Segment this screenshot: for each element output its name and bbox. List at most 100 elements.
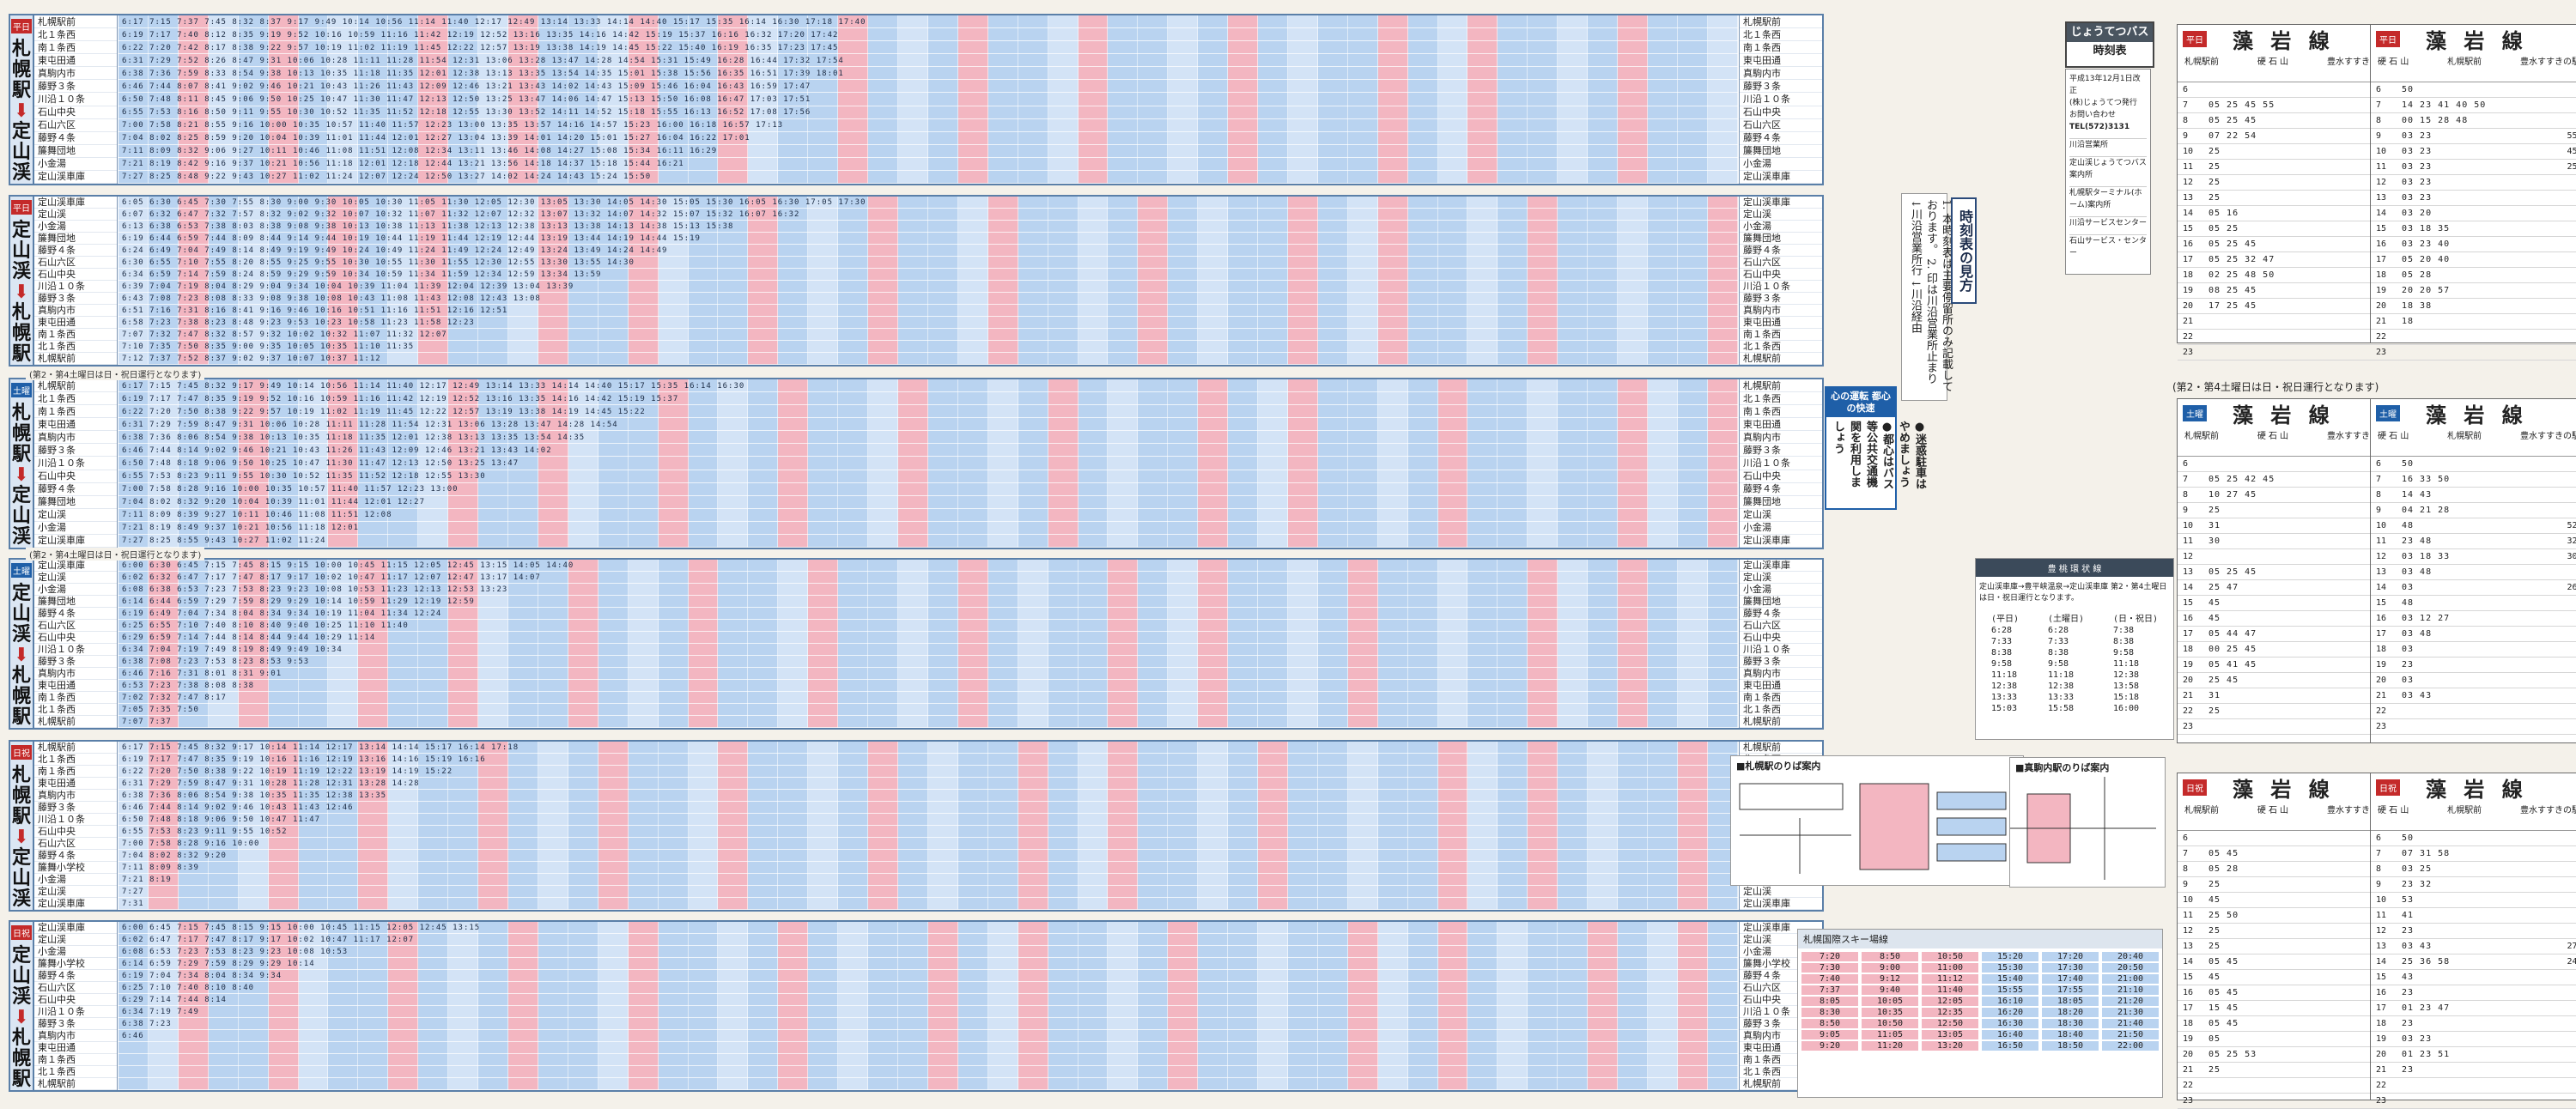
ski-time: 21:50 — [2102, 1030, 2159, 1039]
hour-row: 19 05 — [2178, 1032, 2403, 1047]
route-char: 札 — [11, 38, 31, 60]
ski-time: 15:20 — [1982, 952, 2038, 961]
trip-column — [568, 379, 598, 548]
time-row: 6:51 7:16 7:31 8:16 8:41 9:16 9:46 10:16… — [122, 306, 508, 315]
trip-column — [1677, 560, 1708, 728]
trip-column — [598, 560, 629, 728]
trip-column — [1677, 742, 1708, 910]
trip-column — [628, 742, 659, 910]
trip-column — [1317, 197, 1348, 365]
stop-name: 定山渓 — [34, 886, 117, 898]
trip-column — [1198, 15, 1229, 184]
ski-time: 7:30 — [1801, 963, 1858, 973]
stop-name: 川沿１０条 — [1740, 281, 1822, 293]
time-row: 6:19 7:17 7:40 8:12 8:35 9:19 9:52 10:16… — [122, 30, 839, 39]
hour: 16 — [2183, 614, 2194, 623]
panel-label: 日祝 定山渓⬇札幌駅方面 — [10, 922, 34, 1090]
trip-column — [1528, 197, 1558, 365]
trip-column — [957, 742, 988, 910]
hour: 14 — [2376, 957, 2387, 967]
direction-suffix: 方面 — [12, 909, 31, 910]
hour-row: 7 05 45 — [2178, 846, 2403, 862]
loop-line-time: 6:28 — [2047, 626, 2069, 635]
trip-column — [448, 379, 479, 548]
arrow-down-icon: ⬇ — [13, 644, 30, 666]
stop-name: 南１条西 — [34, 1054, 117, 1066]
hour: 20 — [2376, 301, 2387, 311]
ski-time: 22:00 — [2102, 1041, 2159, 1051]
stop-name: 北１条西 — [1740, 704, 1822, 716]
stop-name: 小金湯 — [1740, 584, 1822, 596]
trip-column — [1437, 560, 1468, 728]
trip-column — [1168, 15, 1199, 184]
hour-row: 20 01 23 51 — [2371, 1047, 2576, 1063]
stop-name: 藤野３条 — [34, 1018, 117, 1030]
minutes: 01 23 51 — [2402, 1050, 2451, 1059]
ski-time: 21:40 — [2102, 1019, 2159, 1028]
stop-name: 藤野３条 — [1740, 656, 1822, 668]
hour: 12 — [2183, 552, 2194, 561]
stop-name: 北１条西 — [1740, 28, 1822, 42]
hour-row: 21 31 — [2178, 688, 2403, 704]
trip-column — [987, 15, 1018, 184]
trip-column — [568, 197, 598, 365]
trip-column — [1138, 742, 1169, 910]
time-row: 6:13 6:38 6:53 7:38 8:03 8:38 9:08 9:38 … — [122, 222, 734, 231]
office-list: 川沿営業所 定山渓じょうてつバス案内所 札幌駅ターミナル(ホーム)案内所 川沿サービス… — [2069, 138, 2147, 259]
trip-column — [1498, 922, 1528, 1090]
trip-column — [268, 922, 299, 1090]
minutes: 25 — [2208, 506, 2221, 515]
ski-column: 8:50 9:00 9:12 9:40 10:05 10:35 10:50 11:05 11:2… — [1862, 952, 1918, 1051]
trip-column — [1078, 379, 1109, 548]
time-row: 6:38 7:08 7:23 7:53 8:23 8:53 9:53 — [122, 658, 310, 666]
hour-row: 18 00 25 45 — [2178, 642, 2403, 658]
trip-column — [1048, 15, 1078, 184]
loop-line-column-name: (平日) — [1990, 615, 2020, 624]
trip-column — [957, 379, 988, 548]
minutes: 45 — [2208, 973, 2221, 982]
trip-column — [118, 379, 149, 548]
minutes: 01 23 47 — [2402, 1003, 2451, 1013]
trip-columns — [118, 922, 1738, 1090]
time-row: 6:58 7:23 7:38 8:23 8:48 9:23 9:53 10:23… — [122, 318, 475, 327]
panel-label: 土曜 定山渓⬇札幌駅方面 — [10, 560, 34, 728]
route-char: 札 — [11, 402, 31, 424]
trip-column — [748, 922, 779, 1090]
minutes: 25 — [2208, 147, 2221, 156]
stop-name: 石山六区 — [1740, 119, 1822, 132]
trip-column — [328, 197, 359, 365]
stop-name: 南１条西 — [34, 692, 117, 704]
trip-column — [1618, 742, 1649, 910]
time-row: 6:38 7:23 — [122, 1020, 172, 1028]
ski-time: 10:35 — [1862, 1008, 1918, 1017]
minutes: 18 38 — [2402, 301, 2433, 311]
minutes: 25 — [2208, 193, 2221, 203]
arrow-down-icon: ⬇ — [13, 1006, 30, 1028]
stop-name: 藤野４条 — [34, 850, 117, 862]
hour-row: 19 03 23 — [2371, 1032, 2576, 1047]
stop-name: 北１条西 — [34, 754, 117, 766]
trip-column — [538, 197, 568, 365]
ski-time: 18:20 — [2042, 1008, 2099, 1017]
trip-column — [987, 922, 1018, 1090]
trip-column — [658, 742, 689, 910]
hour: 17 — [2183, 1003, 2194, 1013]
hour-row: 15 45 — [2178, 596, 2403, 611]
route-name: 定山渓⬇札幌駅方面 — [12, 220, 31, 365]
trip-column — [1558, 742, 1589, 910]
route-char: 札 — [11, 764, 31, 786]
hour-row: 23 — [2178, 719, 2403, 735]
ski-time: 21:00 — [2102, 974, 2159, 984]
loop-line-box: 豊 桃 環 状 線 定山渓車庫→豊平峡温泉→定山渓車庫 第2・第4土曜日は日・祝… — [1975, 558, 2174, 740]
trip-column — [1138, 15, 1169, 184]
hour-row: 17 05 25 32 47 10 — [2178, 252, 2403, 268]
trip-column — [1528, 379, 1558, 548]
stop-name: 定山渓 — [34, 934, 117, 946]
time-row: 6:19 7:17 7:47 8:35 9:19 10:16 11:16 12:… — [122, 755, 486, 764]
trip-column — [1078, 922, 1109, 1090]
trip-column — [1287, 379, 1318, 548]
route-panel: 平日 札幌駅⬇定山渓方面札幌駅前北１条西南１条西東屯田通真駒内市藤野３条川沿１０… — [9, 14, 1824, 185]
hour-row: 22 — [2371, 1078, 2576, 1094]
stop-name: 南１条西 — [34, 766, 117, 778]
trip-column — [1168, 560, 1199, 728]
